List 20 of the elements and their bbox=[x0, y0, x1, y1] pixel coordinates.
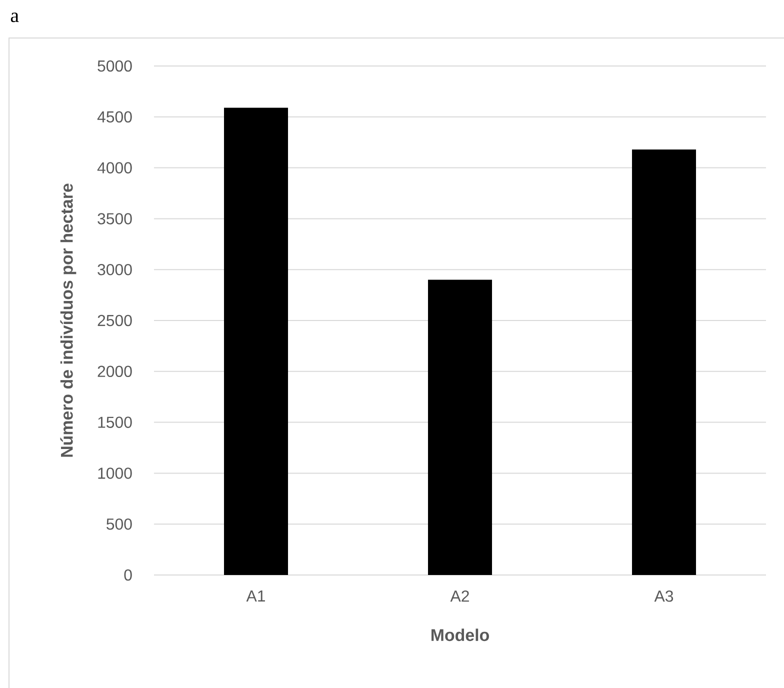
y-tick-label: 1000 bbox=[98, 468, 132, 479]
y-tick-label: 2500 bbox=[98, 314, 132, 326]
y-axis-title: Número de indivíduos por hectare bbox=[60, 184, 76, 457]
x-tick-label: A1 bbox=[246, 590, 265, 602]
bar bbox=[224, 108, 288, 576]
bar bbox=[428, 280, 492, 576]
x-axis-title: Modelo bbox=[432, 628, 489, 642]
y-tick-label: 3000 bbox=[98, 264, 132, 276]
y-tick-label: 500 bbox=[106, 518, 132, 530]
y-tick-label: 1500 bbox=[98, 416, 132, 428]
x-tick-label: A2 bbox=[450, 590, 469, 602]
x-tick-label: A3 bbox=[654, 590, 674, 602]
y-tick-label: 4000 bbox=[97, 162, 132, 174]
y-tick-label: 4500 bbox=[97, 111, 132, 123]
y-tick-label: 5000 bbox=[98, 60, 132, 72]
y-tick-label: 3500 bbox=[98, 213, 132, 224]
chart-title: a bbox=[10, 12, 19, 22]
y-tick-label: 0 bbox=[124, 569, 132, 581]
bar bbox=[632, 149, 696, 576]
y-tick-label: 2000 bbox=[98, 366, 132, 378]
